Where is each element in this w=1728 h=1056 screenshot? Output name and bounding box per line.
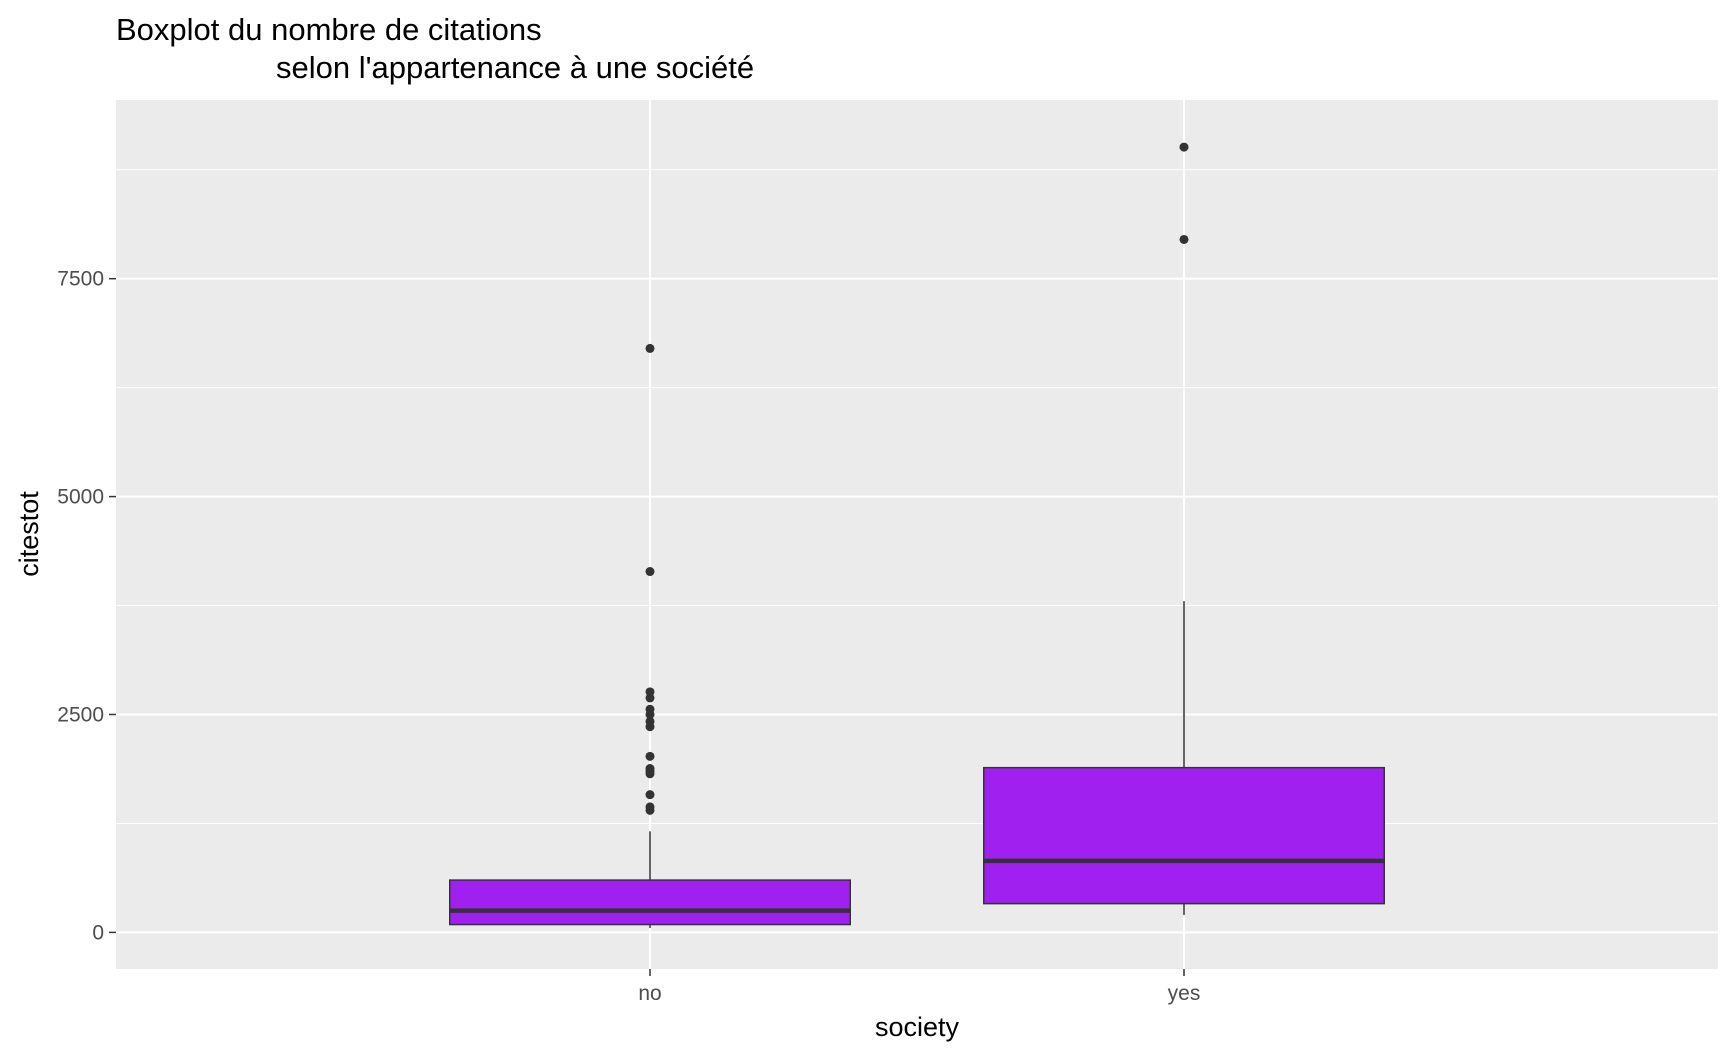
x-axis-title: society bbox=[875, 1012, 960, 1042]
outlier-point bbox=[1179, 142, 1189, 152]
x-tick-label: no bbox=[638, 982, 661, 1005]
box-iqr bbox=[449, 879, 851, 926]
box-series bbox=[449, 142, 1385, 929]
y-axis-title: citestot bbox=[14, 491, 44, 577]
outlier-point bbox=[645, 687, 655, 697]
outlier-point bbox=[645, 802, 655, 812]
y-axis: 0 2500 5000 7500 bbox=[57, 268, 116, 944]
outlier-point bbox=[645, 704, 655, 714]
outlier-point bbox=[645, 567, 655, 577]
outlier-point bbox=[645, 751, 655, 761]
y-tick-label: 7500 bbox=[57, 268, 104, 291]
box-iqr bbox=[983, 766, 1385, 905]
outlier-point bbox=[645, 764, 655, 774]
outlier-point bbox=[645, 716, 655, 726]
outlier-point bbox=[1179, 234, 1189, 244]
y-tick-label: 0 bbox=[92, 921, 104, 944]
y-tick-label: 5000 bbox=[57, 486, 104, 509]
minor-gridlines bbox=[116, 169, 1718, 824]
outlier-point bbox=[645, 790, 655, 800]
chart-title-line-2: selon l'appartenance à une société bbox=[276, 50, 754, 85]
x-axis: no yes bbox=[638, 969, 1200, 1005]
y-tick-label: 2500 bbox=[57, 703, 104, 726]
chart-title-line-1: Boxplot du nombre de citations bbox=[116, 12, 542, 47]
x-tick-label: yes bbox=[1168, 982, 1201, 1005]
box-no bbox=[449, 343, 851, 929]
box-yes bbox=[983, 142, 1385, 915]
plot-panel bbox=[116, 100, 1718, 969]
outlier-point bbox=[645, 343, 655, 353]
